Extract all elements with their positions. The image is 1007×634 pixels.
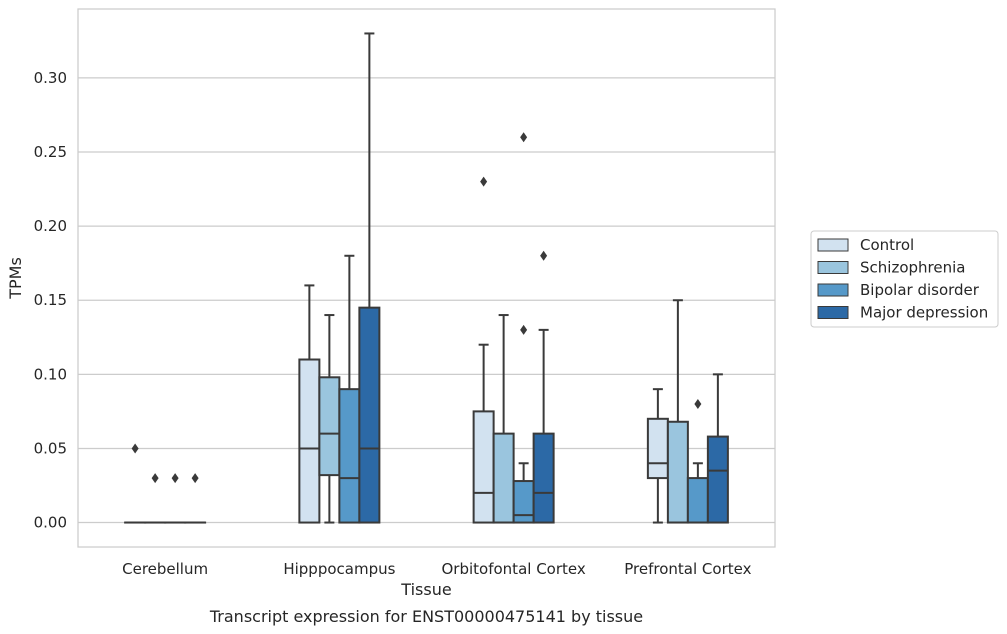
box <box>318 376 341 477</box>
y-axis-ticks: 0.00 0.05 0.10 0.15 0.20 0.25 0.30 <box>34 69 67 532</box>
legend: Control Schizophrenia Bipolar disorder Majo… <box>810 230 999 328</box>
x-tick-label: Prefrontal Cortex <box>624 560 751 578</box>
box <box>666 420 689 524</box>
box-group <box>472 176 495 524</box>
y-axis-title: TPMs <box>6 257 25 300</box>
grid-lines <box>78 77 775 524</box>
box-group <box>144 473 167 524</box>
outlier-point <box>480 176 488 187</box>
legend-label: Control <box>860 236 914 254</box>
box <box>706 435 729 524</box>
y-tick-label: 0.30 <box>34 69 67 87</box>
legend-swatch <box>817 306 849 319</box>
outlier-point <box>694 398 702 409</box>
outlier-point <box>151 473 159 484</box>
x-axis-ticks: Cerebellum Hipppocampus Orbitofontal Corte… <box>122 560 751 578</box>
legend-label: Schizophrenia <box>860 259 965 277</box>
y-tick-label: 0.25 <box>34 143 67 161</box>
box <box>358 306 381 524</box>
x-axis-title: Tissue <box>400 580 451 599</box>
box-group <box>512 132 535 524</box>
plot-frame <box>77 8 776 548</box>
box <box>338 388 361 524</box>
legend-swatch <box>817 238 849 252</box>
box-group <box>318 314 341 524</box>
y-tick-label: 0.05 <box>34 439 67 457</box>
box <box>532 432 555 524</box>
outlier-point <box>540 250 548 261</box>
box <box>512 480 535 524</box>
box-group <box>492 314 515 524</box>
legend-swatch <box>817 261 849 274</box>
x-tick-label: Hipppocampus <box>283 560 395 578</box>
y-tick-label: 0.20 <box>34 217 67 235</box>
box-group <box>298 284 321 524</box>
box-group <box>666 299 689 524</box>
box-group <box>124 443 147 524</box>
box-group <box>706 373 729 524</box>
legend-label: Major depression <box>860 304 988 322</box>
y-tick-label: 0.10 <box>34 365 67 383</box>
box-group <box>358 32 381 524</box>
outlier-point <box>171 473 179 484</box>
legend-label: Bipolar disorder <box>860 281 980 299</box>
box-group <box>338 254 361 524</box>
box-group <box>532 250 555 524</box>
legend-frame <box>810 230 999 328</box>
x-tick-label: Orbitofontal Cortex <box>442 560 586 578</box>
x-tick-label: Cerebellum <box>122 560 208 578</box>
box-group <box>184 473 207 524</box>
outlier-point <box>131 443 139 454</box>
box <box>646 417 669 480</box>
outlier-point <box>191 473 199 484</box>
box-group <box>164 473 187 524</box>
legend-swatch <box>817 283 849 297</box>
chart-caption: Transcript expression for ENST0000047514… <box>209 607 643 626</box>
box <box>298 358 321 524</box>
outlier-point <box>520 324 528 335</box>
y-tick-label: 0.00 <box>34 514 67 532</box>
y-tick-label: 0.15 <box>34 291 67 309</box>
box-group <box>686 398 709 524</box>
box-group <box>646 388 669 524</box>
box-plot-area <box>124 32 729 524</box>
box <box>472 410 495 524</box>
outlier-point <box>520 132 528 143</box>
box <box>686 477 709 524</box>
box <box>492 432 515 524</box>
